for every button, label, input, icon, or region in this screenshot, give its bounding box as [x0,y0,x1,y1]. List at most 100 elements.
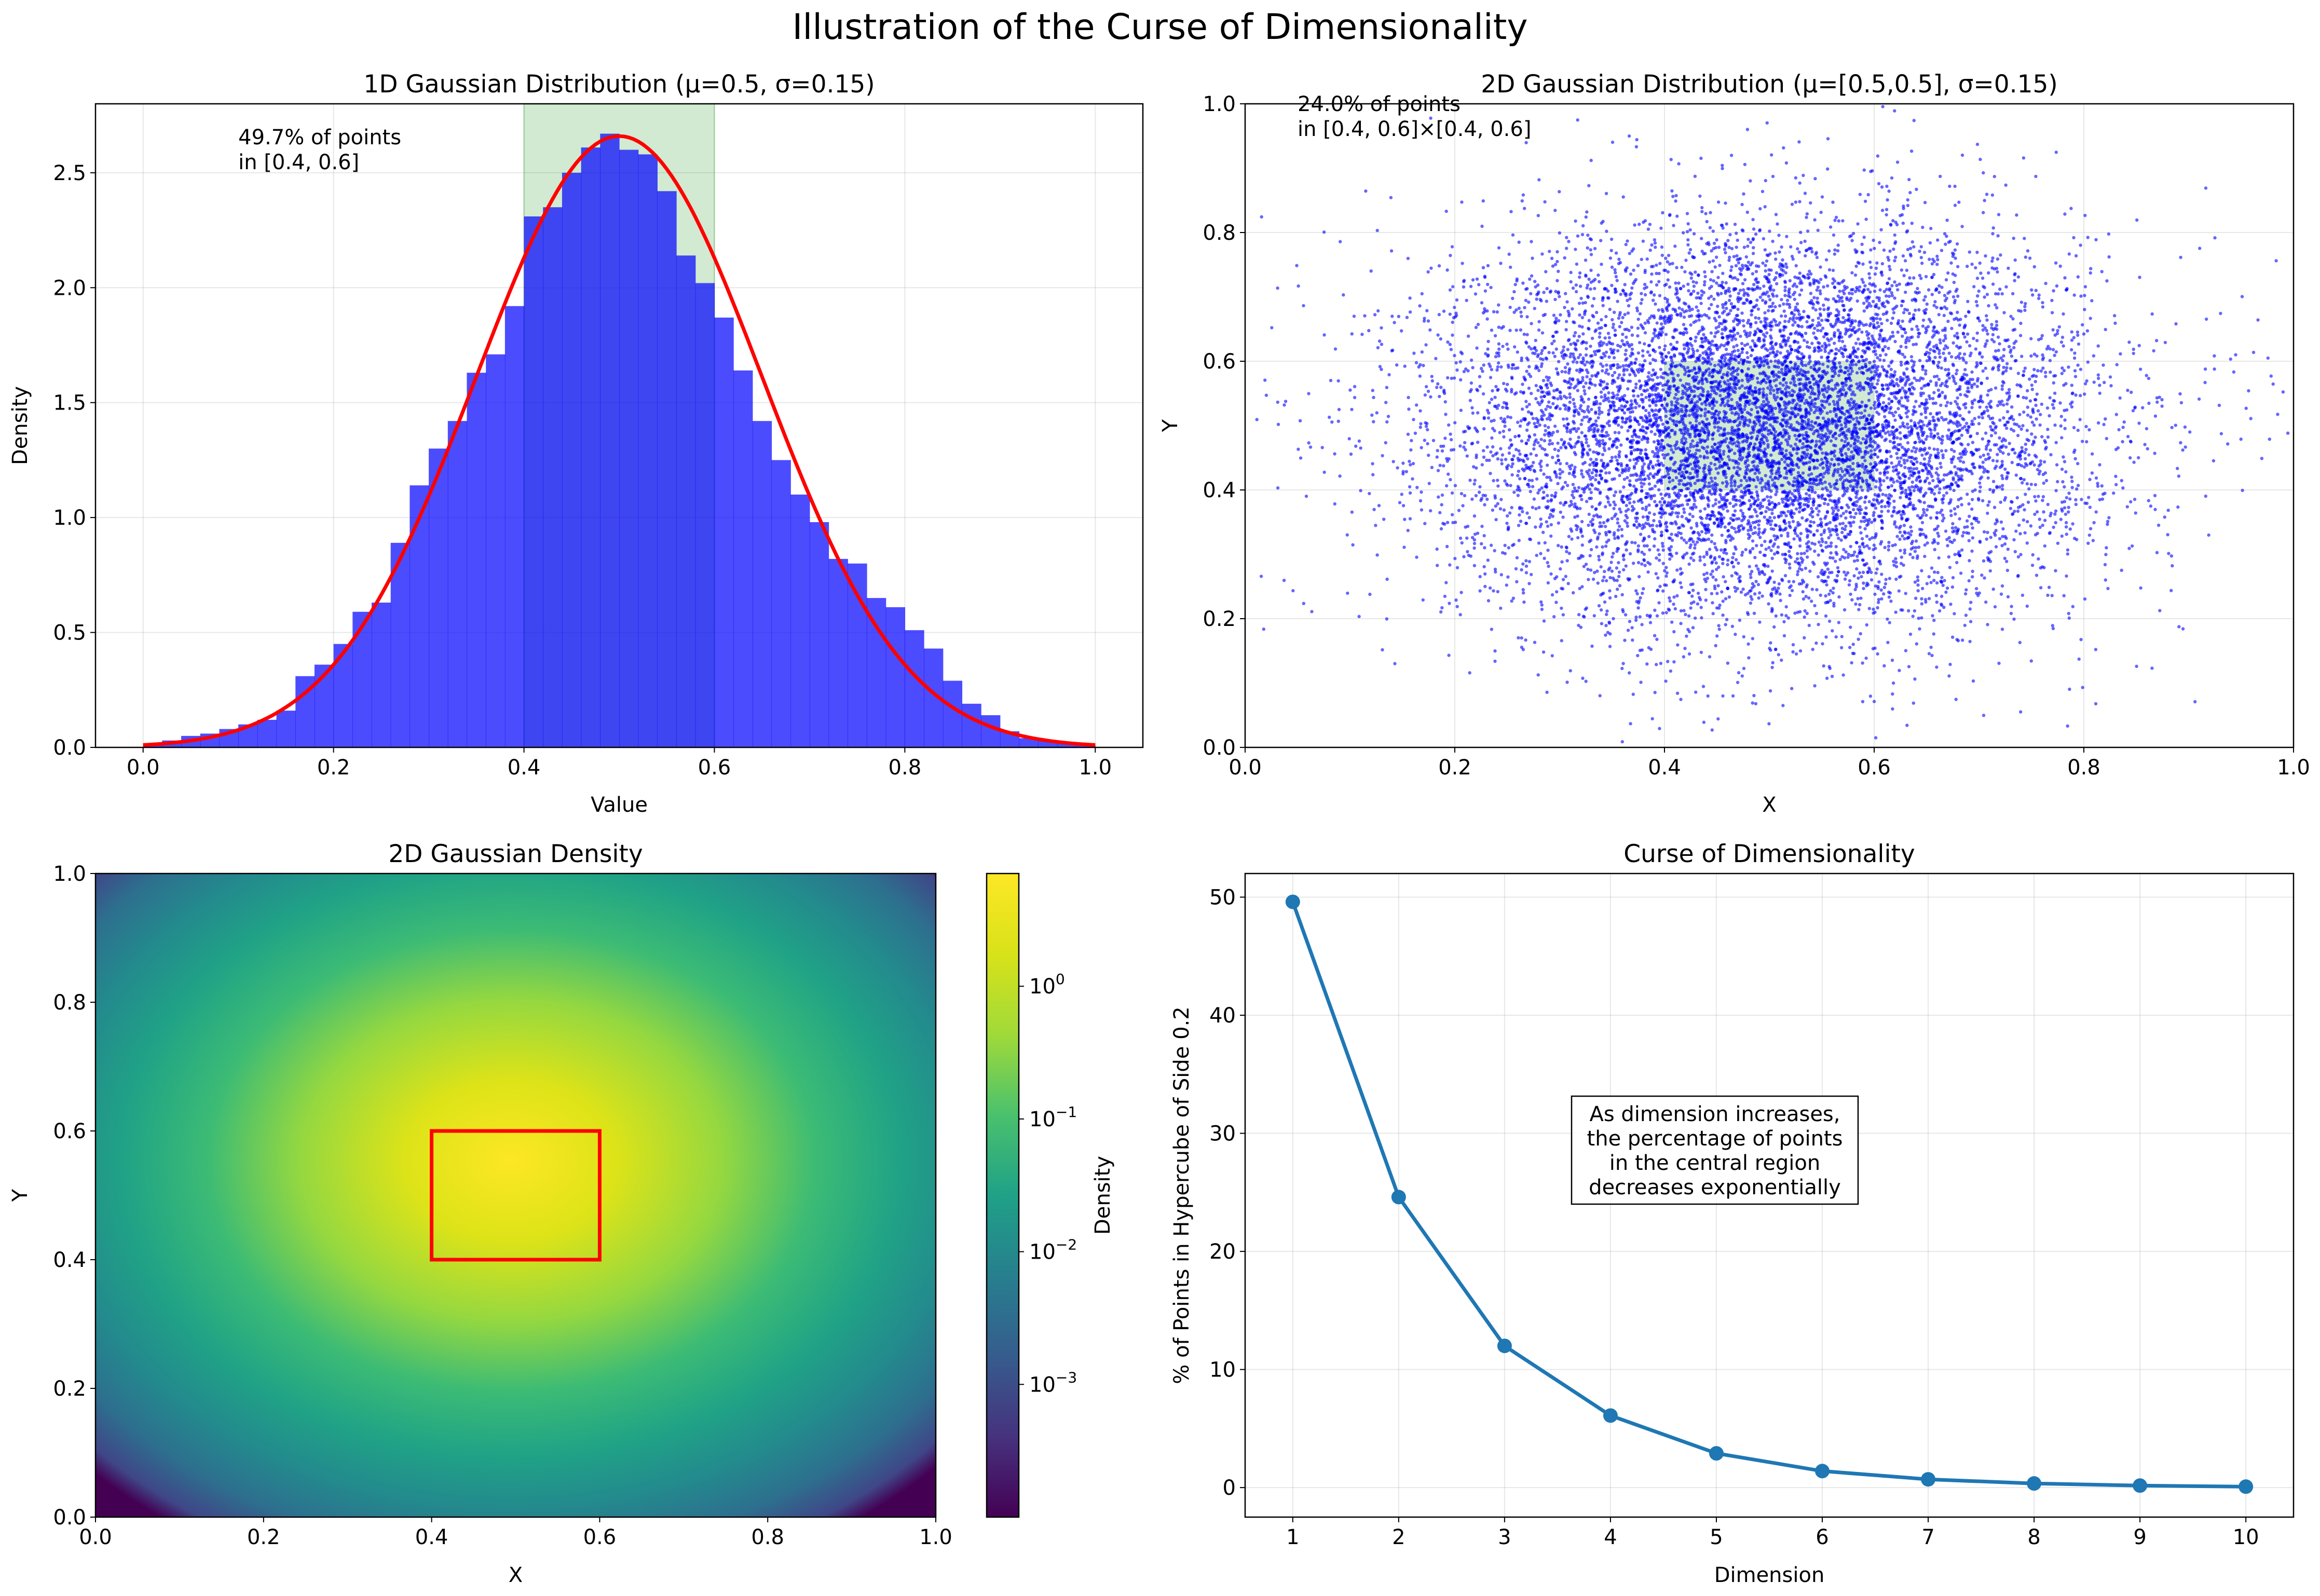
scatter-point [1620,534,1624,538]
scatter-point [1912,467,1916,471]
scatter-point [1592,614,1596,618]
scatter-point [2178,392,2182,395]
scatter-point [1910,222,1914,225]
scatter-point [1845,359,1849,363]
scatter-point [1443,594,1447,598]
scatter-point [1781,500,1785,504]
scatter-point [2089,267,2093,270]
scatter-point [1811,306,1815,310]
scatter-point [1594,328,1598,332]
scatter-point [1905,517,1908,521]
scatter-point [1772,289,1776,292]
scatter-point [1742,447,1745,452]
scatter-point [1876,154,1880,158]
scatter-point [1617,257,1621,261]
scatter-point [1745,128,1750,131]
scatter-point [2050,311,2054,315]
x-tick-label: 0.8 [889,756,922,780]
scatter-point [1982,559,1986,563]
scatter-point [2069,207,2073,210]
scatter-point [1599,490,1602,494]
scatter-point [1381,648,1384,652]
scatter-point [1617,575,1621,578]
scatter-point [1935,306,1939,309]
scatter-point [2025,429,2029,432]
scatter-point [1472,514,1477,518]
scatter-point [1587,319,1591,322]
scatter-point [2019,553,2023,556]
scatter-point [1873,646,1877,650]
scatter-point [1749,576,1753,579]
scatter-point [1539,465,1543,469]
histogram-bar [638,154,658,747]
scatter-point [2037,495,2040,498]
scatter-point [1757,596,1761,600]
scatter-point [1754,580,1758,583]
scatter-point [1819,533,1823,537]
scatter-point [1630,434,1634,439]
scatter-point [1884,504,1887,509]
scatter-point [1905,724,1909,727]
scatter-point [1656,459,1660,463]
scatter-point [1540,349,1544,352]
scatter-point [1826,359,1830,363]
scatter-point [1740,311,1744,315]
scatter-point [1533,421,1536,426]
scatter-point [2100,270,2104,274]
scatter-point [1757,523,1761,527]
scatter-point [1599,608,1603,612]
scatter-point [1586,453,1590,457]
scatter-point [1401,504,1405,508]
scatter-point [1915,467,1919,470]
scatter-point [1596,581,1600,585]
scatter-point [1798,181,1802,185]
scatter-point [1803,615,1806,619]
scatter-point [1921,367,1925,371]
scatter-point [1961,468,1965,472]
scatter-point [1683,367,1687,371]
scatter-point [1631,692,1635,696]
scatter-point [1757,530,1761,534]
scatter-point [1936,258,1940,262]
scatter-point [1742,245,1746,249]
scatter-point [1607,355,1611,359]
scatter-point [1821,487,1824,491]
scatter-point [1953,449,1956,453]
scatter-point [1771,302,1775,305]
scatter-point [1958,414,1962,417]
scatter-point [1915,187,1918,191]
scatter-point [1888,249,1892,253]
scatter-point [1542,619,1546,623]
scatter-point [1766,377,1770,380]
scatter-point [1423,393,1427,397]
scatter-point [2115,363,2119,366]
scatter-point [2004,445,2008,449]
scatter-point [2105,279,2109,283]
scatter-point [1928,318,1931,321]
scatter-point [1762,387,1765,391]
scatter-point [1599,565,1603,569]
scatter-point [1696,291,1700,295]
scatter-point [1589,253,1593,256]
scatter-point [1618,584,1622,588]
scatter-point [1568,355,1572,359]
scatter-point [1748,499,1751,502]
scatter-point [1440,449,1444,453]
scatter-point [1988,569,1992,573]
scatter-point [1644,408,1648,412]
scatter-point [1783,285,1787,289]
scatter-point [2075,487,2079,491]
scatter-point [2041,353,2044,357]
scatter-point [2069,402,2072,406]
scatter-point [1713,364,1717,367]
scatter-point [2153,494,2157,497]
scatter-point [1547,376,1551,379]
scatter-point [1883,415,1887,418]
scatter-point [1641,465,1644,469]
scatter-point [1769,391,1772,395]
scatter-point [1659,367,1663,371]
scatter-point [1703,270,1707,274]
scatter-point [1981,460,1985,464]
scatter-point [1731,519,1735,522]
scatter-point [2240,295,2244,298]
